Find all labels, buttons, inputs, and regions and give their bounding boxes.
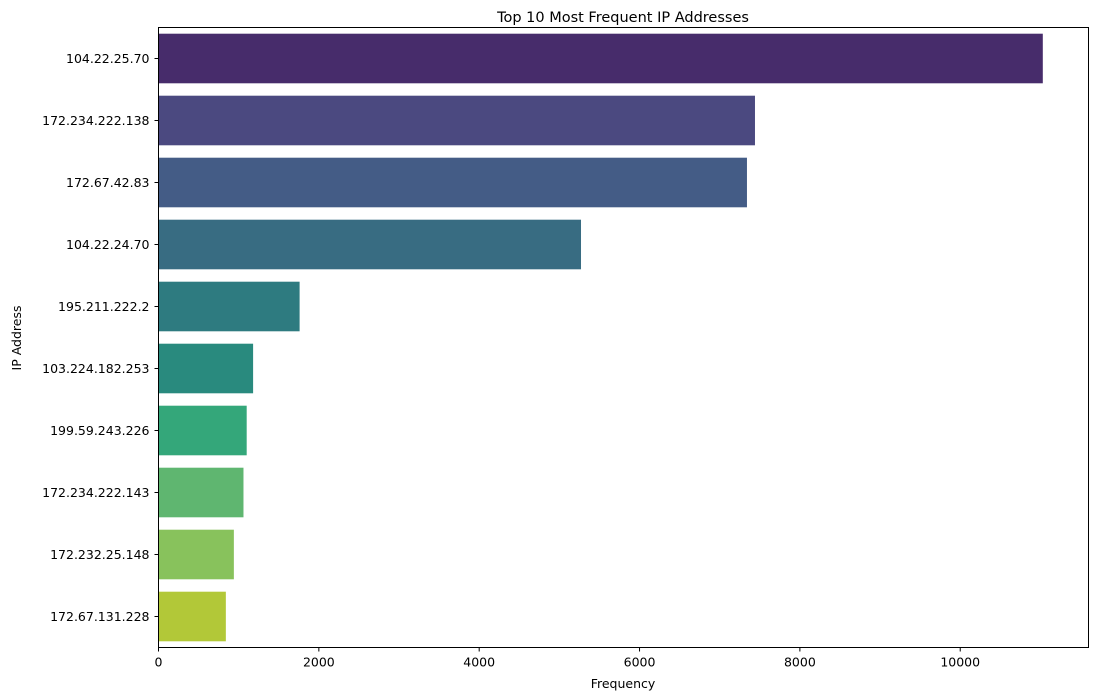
bar-103.224.182.253	[158, 343, 254, 394]
y-tick-label: 195.211.222.2	[58, 299, 149, 314]
x-tick-label: 0	[155, 655, 163, 670]
bar-104.22.25.70	[158, 33, 1043, 84]
bar-172.234.222.138	[158, 95, 755, 146]
chart-title: Top 10 Most Frequent IP Addresses	[496, 10, 749, 26]
y-tick-label: 172.67.131.228	[50, 609, 149, 624]
y-tick-label: 172.234.222.143	[42, 485, 149, 500]
x-tick-label: 2000	[303, 655, 335, 670]
bar-172.232.25.148	[158, 529, 234, 580]
x-tick-label: 10000	[940, 655, 980, 670]
y-tick-label: 172.234.222.138	[42, 113, 149, 128]
bar-199.59.243.226	[158, 405, 247, 456]
y-tick-label: 172.67.42.83	[66, 175, 150, 190]
y-tick-label: 172.232.25.148	[50, 547, 149, 562]
bar-172.67.42.83	[158, 157, 747, 208]
bar-195.211.222.2	[158, 281, 300, 332]
bars-group	[158, 33, 1043, 642]
y-axis-ticks: 104.22.25.70 172.234.222.138 172.67.42.83 1…	[42, 51, 159, 624]
plot-frame	[158, 27, 1089, 648]
y-tick-label: 103.224.182.253	[42, 361, 149, 376]
x-tick-label: 6000	[624, 655, 656, 670]
y-tick-label: 199.59.243.226	[50, 423, 149, 438]
x-tick-label: 4000	[463, 655, 495, 670]
x-axis-label: Frequency	[591, 676, 656, 691]
y-tick-label: 104.22.24.70	[66, 237, 150, 252]
bar-104.22.24.70	[158, 219, 582, 270]
y-axis-label: IP Address	[9, 306, 24, 371]
x-tick-label: 8000	[784, 655, 816, 670]
x-axis-ticks: 0 2000 4000 6000 8000 10000	[155, 647, 980, 670]
y-tick-label: 104.22.25.70	[66, 51, 150, 66]
bar-172.67.131.228	[158, 591, 226, 642]
bar-172.234.222.143	[158, 467, 244, 518]
